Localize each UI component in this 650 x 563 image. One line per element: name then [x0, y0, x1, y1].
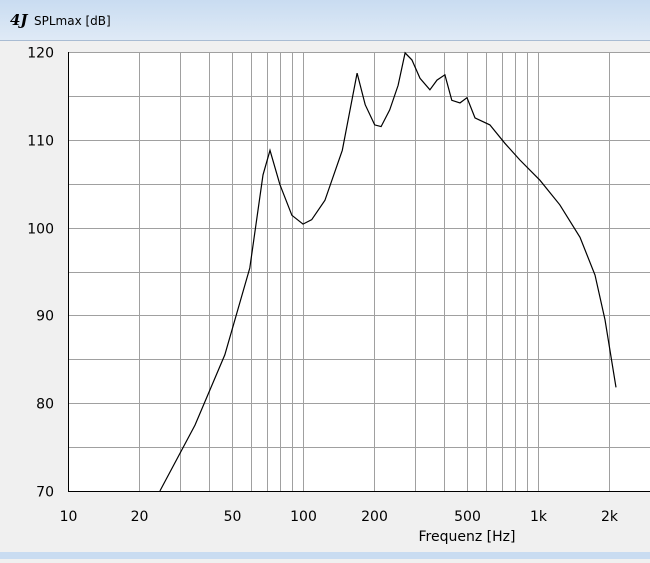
- x-tick-label: 1k: [530, 509, 548, 525]
- x-tick-label: 20: [131, 509, 149, 525]
- x-axis-label: Frequenz [Hz]: [419, 529, 516, 545]
- y-tick-label: 100: [27, 222, 54, 238]
- title-bar: [0, 0, 650, 40]
- y-tick-label: 110: [27, 134, 54, 150]
- x-tick-label: 10: [60, 509, 78, 525]
- title-bar-border: [0, 40, 650, 41]
- x-tick-label: 200: [361, 509, 388, 525]
- data-line: [159, 51, 617, 492]
- x-tick-label: 2k: [601, 509, 619, 525]
- y-tick-label: 90: [36, 309, 54, 325]
- x-tick-label: 100: [290, 509, 317, 525]
- plot-area: [68, 52, 650, 491]
- app-icon: 4J: [10, 11, 28, 29]
- y-tick-label: 70: [36, 485, 54, 501]
- y-tick-label: 120: [27, 46, 54, 62]
- x-tick-label: 500: [454, 509, 481, 525]
- bottom-frame: [0, 552, 650, 559]
- x-tick-label: 50: [224, 509, 242, 525]
- y-tick-label: 80: [36, 397, 54, 413]
- chart-title: SPLmax [dB]: [34, 14, 111, 28]
